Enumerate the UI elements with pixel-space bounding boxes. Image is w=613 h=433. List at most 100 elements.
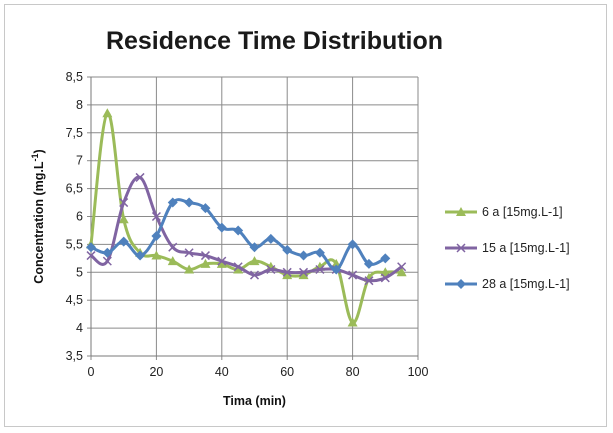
y-axis-title: Concentration (mg.L-1) xyxy=(30,149,46,283)
series-1-point xyxy=(396,267,407,277)
series-2-point xyxy=(266,264,276,275)
series-2-point xyxy=(184,248,194,258)
series-3 xyxy=(86,197,391,275)
series-2-point-stroke xyxy=(102,256,112,266)
legend-label: 6 a [15mg.L-1] xyxy=(482,205,563,219)
x-tick-label: 60 xyxy=(280,365,294,379)
series-1 xyxy=(86,108,407,327)
series-1-point xyxy=(118,214,129,224)
series-3-point xyxy=(151,231,162,242)
series-2-point-stroke xyxy=(315,264,325,275)
series-3-point xyxy=(265,233,276,244)
series-2-point-stroke xyxy=(266,264,276,275)
y-tick-label: 5,5 xyxy=(66,237,83,251)
series-2-point-stroke xyxy=(397,262,407,272)
chart-title: Residence Time Distribution xyxy=(106,27,443,55)
series-1-point xyxy=(184,264,195,274)
y-tick-label: 7,5 xyxy=(66,126,83,140)
y-axis-title-main: Concentration (mg.L xyxy=(32,161,46,284)
series-2-point xyxy=(249,270,260,280)
y-tick-label: 8,5 xyxy=(66,70,83,84)
series-2-point-stroke xyxy=(249,270,260,280)
series-2-point xyxy=(217,256,227,266)
legend-entry-1: 6 a [15mg.L-1] xyxy=(445,205,563,219)
series-2-point-stroke xyxy=(282,267,292,277)
series-3-point xyxy=(102,247,113,258)
chart-frame: Residence Time Distribution 3,5 4 4,5 5 5,5 6 6… xyxy=(4,4,607,427)
series-2-point xyxy=(86,251,96,261)
series-2-point xyxy=(102,256,112,266)
series-3-point xyxy=(314,247,325,258)
y-tick-label: 8 xyxy=(76,98,83,112)
legend-swatch-marker xyxy=(456,279,466,289)
x-tick-label: 0 xyxy=(88,365,95,379)
series-3-point xyxy=(216,222,227,233)
series-3-point xyxy=(282,244,293,255)
series-2-point-stroke xyxy=(364,276,374,286)
series-1-point xyxy=(151,250,162,260)
series-2-point xyxy=(168,242,178,252)
y-axis-title-sup: -1 xyxy=(30,153,40,161)
series-1-point xyxy=(347,317,358,327)
series-2-point-stroke xyxy=(168,242,178,252)
y-tick-label: 4 xyxy=(76,321,83,335)
series-2-point xyxy=(119,198,129,208)
y-tick-label: 5 xyxy=(76,265,83,279)
series-2 xyxy=(86,172,407,286)
legend-entry-3: 28 a [15mg.L-1] xyxy=(445,277,570,291)
series-2-point-stroke xyxy=(200,251,210,261)
x-tick-label: 20 xyxy=(149,365,163,379)
series-3-point xyxy=(298,250,309,261)
series-3-point xyxy=(249,242,260,253)
series-2-point xyxy=(151,211,161,222)
series-1-point xyxy=(102,108,113,118)
y-tick-label: 3,5 xyxy=(66,349,83,363)
series-2-point xyxy=(299,267,309,277)
series-2-point xyxy=(135,172,145,182)
series-1-point xyxy=(298,270,309,280)
series-2-point-stroke xyxy=(119,198,129,208)
series-2-point-stroke xyxy=(348,270,358,280)
series-1-point xyxy=(216,258,227,268)
series-3-point xyxy=(331,264,342,275)
series-2-point xyxy=(397,262,407,272)
series-2-point-stroke xyxy=(233,262,243,272)
x-tick-label: 80 xyxy=(346,365,360,379)
legend-label: 15 a [15mg.L-1] xyxy=(482,241,570,255)
y-tick-label: 6 xyxy=(76,210,83,224)
series-3-point xyxy=(363,258,374,269)
legend-swatch-marker xyxy=(456,243,466,253)
y-tick-label: 4,5 xyxy=(66,293,83,307)
x-axis-title: Tima (min) xyxy=(223,394,286,408)
y-tick-label: 7 xyxy=(76,154,83,168)
series-3-point xyxy=(135,250,146,261)
series-2-point xyxy=(315,264,325,275)
series-2-point-stroke xyxy=(135,172,145,182)
x-tick-label: 40 xyxy=(215,365,229,379)
series-2-point xyxy=(348,270,358,280)
series-2-point-stroke xyxy=(299,267,309,277)
series-2-point xyxy=(200,251,210,261)
legend-swatch-marker xyxy=(456,207,466,216)
series-1-point xyxy=(282,270,293,280)
series-2-point xyxy=(233,262,243,272)
series-1-line xyxy=(89,111,402,325)
series-3-point xyxy=(233,225,244,236)
series-2-point xyxy=(364,276,374,286)
series-3-point xyxy=(118,236,129,247)
series-3-point xyxy=(347,239,358,250)
series-2-point xyxy=(380,273,390,283)
series-3-point xyxy=(380,253,391,264)
series-3-point xyxy=(200,203,211,214)
series-1-point xyxy=(380,267,391,277)
series-3-point xyxy=(167,197,178,208)
series-1-point xyxy=(167,256,178,266)
y-axis-title-close: ) xyxy=(32,149,46,153)
series-3-point xyxy=(86,242,96,253)
series-1-point xyxy=(200,258,211,268)
legend-swatch-marker-stroke xyxy=(456,243,466,253)
series-1-point xyxy=(249,256,260,266)
series-2-point-stroke xyxy=(380,273,390,283)
legend-label: 28 a [15mg.L-1] xyxy=(482,277,570,291)
series-1-point xyxy=(233,264,244,274)
